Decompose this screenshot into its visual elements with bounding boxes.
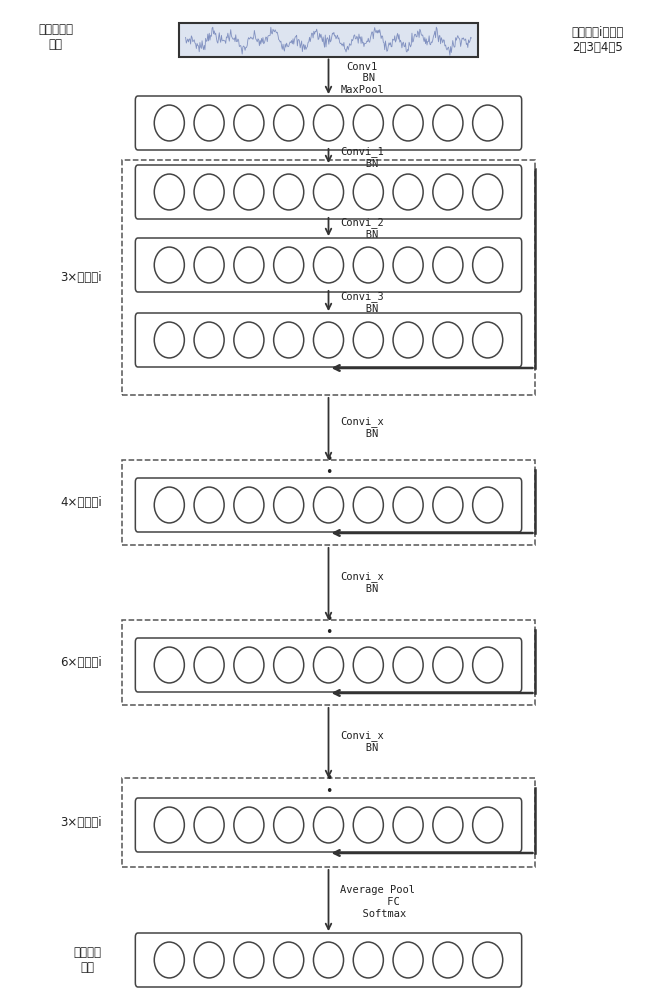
Text: 分类预测
结果: 分类预测 结果 — [74, 946, 102, 974]
Text: •
•: • • — [325, 772, 332, 798]
Bar — [179, 23, 478, 56]
Text: Convi_3
   BN: Convi_3 BN — [340, 291, 384, 314]
Text: 3×网络块i: 3×网络块i — [60, 271, 102, 284]
Text: •
•: • • — [325, 453, 332, 479]
Text: •
•: • • — [325, 613, 332, 639]
Text: 网络块中i依次为
2，3，4，5: 网络块中i依次为 2，3，4，5 — [572, 26, 624, 54]
Text: Convi_x
   BN: Convi_x BN — [340, 730, 384, 753]
Text: Conv1
  BN
MaxPool: Conv1 BN MaxPool — [340, 62, 384, 95]
Text: Convi_1
   BN: Convi_1 BN — [340, 146, 384, 169]
Text: Convi_2
   BN: Convi_2 BN — [340, 217, 384, 240]
Text: 6×网络块i: 6×网络块i — [60, 656, 102, 669]
Text: Convi_x
   BN: Convi_x BN — [340, 416, 384, 439]
Text: 预处理后的
信号: 预处理后的 信号 — [38, 23, 74, 51]
Text: 4×网络块i: 4×网络块i — [60, 496, 102, 509]
Text: Average Pool
     FC
  Softmax: Average Pool FC Softmax — [340, 885, 415, 919]
Text: Convi_x
   BN: Convi_x BN — [340, 571, 384, 594]
Text: 3×网络块i: 3×网络块i — [60, 816, 102, 829]
